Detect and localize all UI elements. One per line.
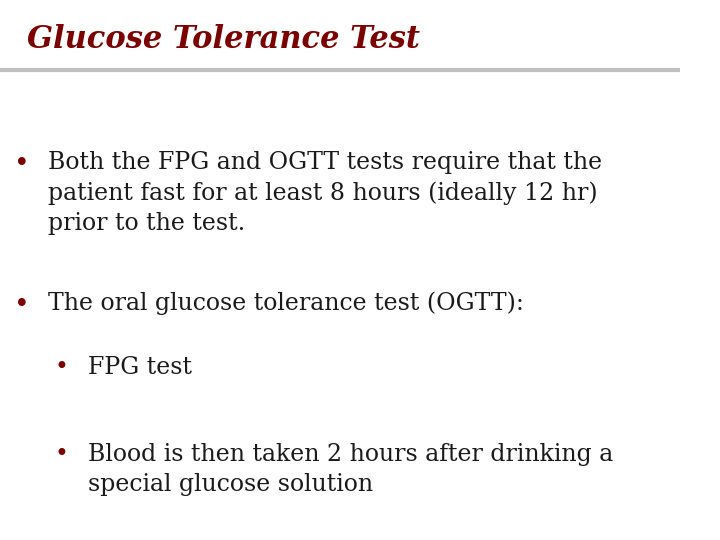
- Text: Glucose Tolerance Test: Glucose Tolerance Test: [27, 24, 420, 55]
- Text: •: •: [14, 292, 30, 316]
- Text: •: •: [55, 356, 68, 380]
- Text: Both the FPG and OGTT tests require that the
patient fast for at least 8 hours (: Both the FPG and OGTT tests require that…: [48, 151, 602, 235]
- Text: The oral glucose tolerance test (OGTT):: The oral glucose tolerance test (OGTT):: [48, 292, 523, 315]
- Text: Blood is then taken 2 hours after drinking a
special glucose solution: Blood is then taken 2 hours after drinki…: [89, 443, 613, 496]
- Text: •: •: [14, 151, 30, 176]
- Text: FPG test: FPG test: [89, 356, 192, 380]
- Text: •: •: [55, 443, 68, 466]
